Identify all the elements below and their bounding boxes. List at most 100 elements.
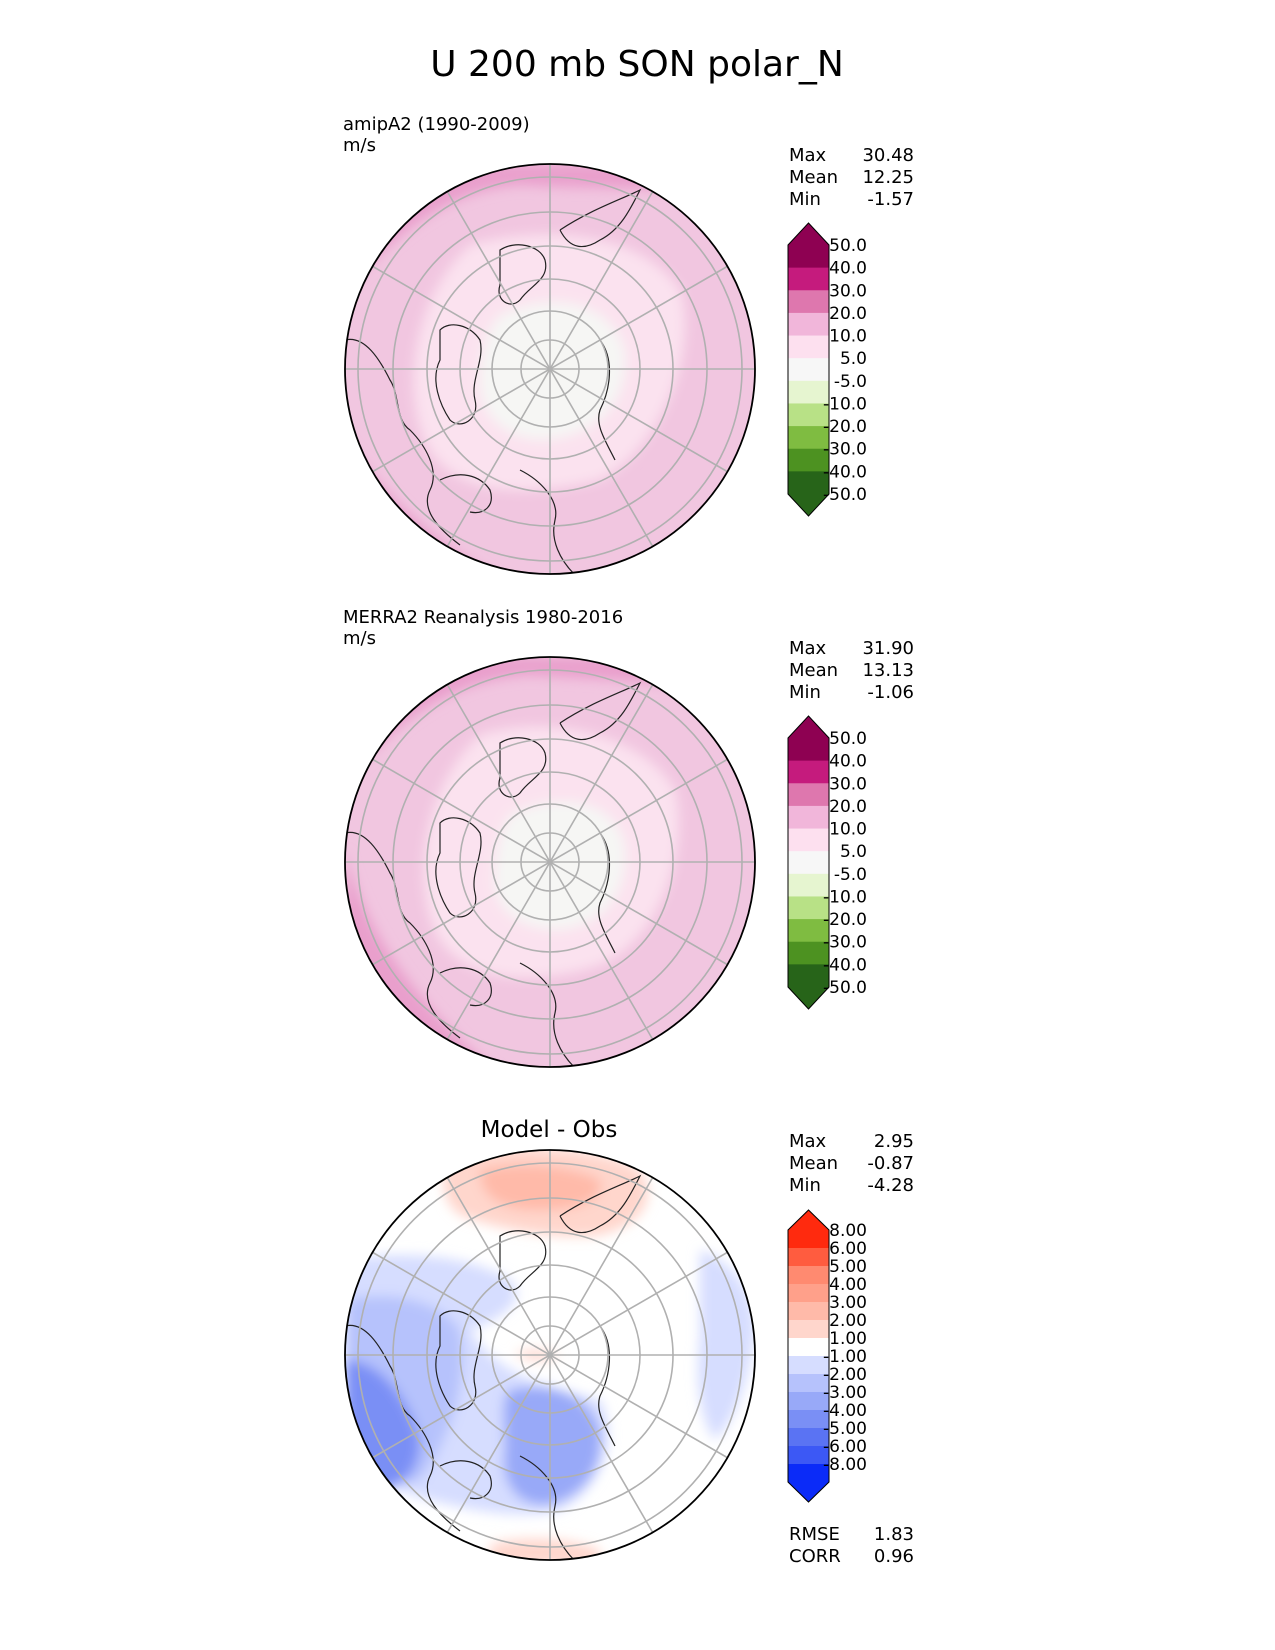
stat-value: 2.95 xyxy=(874,1131,914,1152)
panel-difference-stats: Max 2.95 Mean -0.87 Min -4.28 xyxy=(789,1131,914,1196)
stat-value: 31.90 xyxy=(862,638,914,659)
panel-reference-label: MERRA2 Reanalysis 1980-2016 xyxy=(343,607,623,628)
colorbar-tick-label: -5.00 xyxy=(823,1419,867,1439)
colorbar-segment xyxy=(788,919,829,943)
colorbar-tick-label: -30.0 xyxy=(823,933,867,953)
colorbar-tick-label: 50.0 xyxy=(829,236,867,256)
stat-label: Mean xyxy=(789,167,838,188)
colorbar-segment xyxy=(788,738,829,762)
colorbar-segment xyxy=(788,964,829,988)
panel-model-units: m/s xyxy=(343,135,376,156)
panel-model-label: amipA2 (1990-2009) xyxy=(343,114,530,135)
panel-reference-graticule xyxy=(345,657,755,1067)
metric-value: 0.96 xyxy=(874,1546,914,1567)
colorbar-outline xyxy=(787,715,830,1010)
colorbar-segment xyxy=(788,1464,829,1483)
colorbar-segment xyxy=(788,245,829,269)
stat-value: -1.57 xyxy=(867,189,914,210)
panel-reference-stats: Max 31.90 Mean 13.13 Min -1.06 xyxy=(789,638,914,703)
colorbar-segment xyxy=(788,1284,829,1303)
panel-model-colorbar: 50.0 40.030.0 20.0 10.05.0 -5.0-10.0 -20.0 -30… xyxy=(787,222,867,517)
stat-value: 12.25 xyxy=(862,167,914,188)
colorbar-segment xyxy=(788,851,829,875)
colorbar-tick-label: 20.0 xyxy=(829,797,867,817)
colorbar-segment xyxy=(788,448,829,472)
colorbar-segment xyxy=(788,873,829,897)
stat-label: Min xyxy=(789,682,821,703)
panel-reference-coastlines xyxy=(345,681,642,1067)
colorbar-segment xyxy=(788,1320,829,1339)
colorbar-segment xyxy=(788,358,829,382)
colorbar-tick-label: -5.0 xyxy=(834,865,867,885)
colorbar-tick-label: -5.0 xyxy=(834,372,867,392)
colorbar-segment xyxy=(788,1248,829,1267)
panel-difference-coastlines xyxy=(345,1174,642,1560)
colorbar-segment xyxy=(788,403,829,427)
colorbar-max-extension xyxy=(788,716,829,738)
colorbar-tick-label: -3.00 xyxy=(823,1383,867,1403)
metric-label: CORR xyxy=(789,1546,841,1567)
colorbar-segment xyxy=(788,1428,829,1447)
stat-label: Max xyxy=(789,145,827,166)
panel-model-stats: Max 30.48 Mean 12.25 Min -1.57 xyxy=(789,145,914,210)
colorbar-segment xyxy=(788,805,829,830)
colorbar-max-extension xyxy=(788,1210,829,1230)
colorbar-segment xyxy=(788,426,829,450)
colorbar-tick-label: 5.0 xyxy=(840,349,867,369)
colorbar-outline xyxy=(787,1209,830,1503)
panel-reference-units: m/s xyxy=(343,628,376,649)
stat-value: -4.28 xyxy=(867,1175,914,1196)
colorbar-tick-label: -10.0 xyxy=(823,887,867,907)
colorbar-tick-label: -2.00 xyxy=(823,1365,867,1385)
colorbar-min-extension xyxy=(788,987,829,1009)
stat-label: Max xyxy=(789,638,827,659)
colorbar-segment xyxy=(788,1302,829,1321)
colorbar-tick-label: 3.00 xyxy=(829,1293,867,1313)
colorbar-segment xyxy=(788,1410,829,1429)
colorbar-tick-label: -50.0 xyxy=(823,485,867,505)
panel-difference-graticule xyxy=(345,1150,755,1560)
colorbar-tick-label: -40.0 xyxy=(823,955,867,975)
panel-difference-metrics: RMSE 1.83 CORR 0.96 xyxy=(789,1524,914,1567)
panel-difference: Model - Obs xyxy=(344,1117,914,1567)
colorbar-tick-label: -1.00 xyxy=(823,1347,867,1367)
panel-reference-colorbar: 50.0 40.030.0 20.0 10.05.0 -5.0-10.0 -20.0 -30… xyxy=(787,715,867,1010)
colorbar-outline xyxy=(787,222,830,517)
stat-value: -1.06 xyxy=(867,682,914,703)
colorbar-segment xyxy=(788,290,829,314)
colorbar-segment xyxy=(788,380,829,404)
colorbar-tick-label: 2.00 xyxy=(829,1311,867,1331)
colorbar-segment xyxy=(788,896,829,920)
colorbar-tick-label: 30.0 xyxy=(829,281,867,301)
panel-difference-map-border xyxy=(344,1149,756,1561)
figure-title: U 200 mb SON polar_N xyxy=(430,44,844,85)
colorbar-tick-label: 5.0 xyxy=(840,842,867,862)
colorbar-tick-label: -20.0 xyxy=(823,910,867,930)
colorbar-segment xyxy=(788,1446,829,1465)
colorbar-tick-label: -20.0 xyxy=(823,417,867,437)
panel-difference-colorbar: 8.006.005.004.003.002.001.00-1.00-2.00-3… xyxy=(787,1209,867,1503)
colorbar-tick-label: -40.0 xyxy=(823,462,867,482)
colorbar-tick-label: 4.00 xyxy=(829,1275,867,1295)
colorbar-max-extension xyxy=(788,223,829,245)
colorbar-segment xyxy=(788,1230,829,1249)
colorbar-tick-label: 8.00 xyxy=(829,1221,867,1241)
colorbar-tick-label: -10.0 xyxy=(823,394,867,414)
colorbar-tick-label: 10.0 xyxy=(829,820,867,840)
colorbar-segment xyxy=(788,1374,829,1393)
colorbar-min-extension xyxy=(788,1482,829,1502)
metric-value: 1.83 xyxy=(874,1524,914,1545)
stat-label: Min xyxy=(789,1175,821,1196)
colorbar-segment xyxy=(788,1356,829,1375)
colorbar-segment xyxy=(788,335,829,359)
colorbar-segment xyxy=(788,1266,829,1285)
colorbar-tick-label: -30.0 xyxy=(823,440,867,460)
colorbar-tick-label: -8.00 xyxy=(823,1455,867,1475)
colorbar-tick-label: 6.00 xyxy=(829,1239,867,1259)
stat-label: Mean xyxy=(789,660,838,681)
colorbar-min-extension xyxy=(788,494,829,516)
stat-value: 30.48 xyxy=(862,145,914,166)
colorbar-segment xyxy=(788,783,829,807)
colorbar-tick-label: 20.0 xyxy=(829,304,867,324)
